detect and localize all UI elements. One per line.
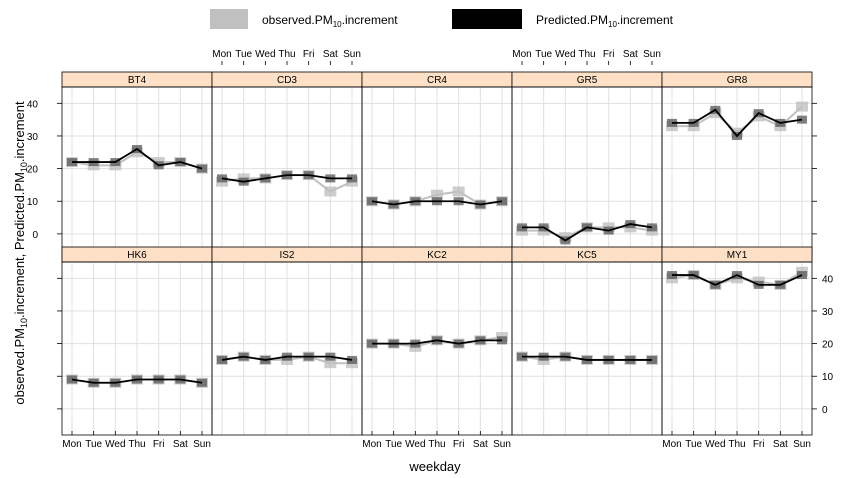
x-tick-label: Thu [278, 49, 295, 60]
y-tick-label-left: 20 [27, 165, 39, 176]
y-tick-label-right: 10 [822, 372, 834, 383]
x-tick-label: Sun [493, 439, 511, 450]
strip-label-IS2: IS2 [279, 250, 294, 261]
x-tick-label: Wed [555, 49, 575, 60]
x-tick-label: Thu [578, 49, 595, 60]
strip-label-KC5: KC5 [577, 250, 597, 261]
x-tick-label: Thu [128, 439, 145, 450]
legend-swatch-predicted [452, 9, 522, 29]
x-tick-label: Tue [85, 439, 102, 450]
x-tick-label: Mon [662, 439, 681, 450]
x-tick-label: Wed [105, 439, 125, 450]
predicted-line-GR8 [672, 108, 803, 138]
strip-label-GR8: GR8 [727, 75, 748, 86]
x-tick-label: Wed [405, 439, 425, 450]
x-tick-label: Fri [603, 49, 615, 60]
predicted-line-IS2 [221, 355, 353, 361]
x-tick-label: Fri [753, 439, 765, 450]
x-tick-label: Wed [705, 439, 725, 450]
predicted-line-KC5 [522, 355, 652, 361]
x-tick-label: Tue [535, 49, 552, 60]
y-tick-label-right: 20 [822, 340, 834, 351]
x-tick-label: Fri [153, 439, 165, 450]
legend-label-observed: observed.PM10.increment [262, 13, 398, 29]
x-tick-label: Wed [255, 49, 275, 60]
x-tick-label: Sat [623, 49, 638, 60]
x-tick-label: Sun [643, 49, 661, 60]
x-tick-label: Sun [343, 49, 361, 60]
x-tick-label: Fri [453, 439, 465, 450]
predicted-line-KC2 [372, 339, 502, 345]
strip-label-CD3: CD3 [277, 75, 297, 86]
y-tick-label-right: 0 [822, 405, 828, 416]
legend-label-predicted: Predicted.PM10.increment [536, 13, 674, 29]
x-tick-label: Fri [303, 49, 315, 60]
y-tick-label-left: 40 [27, 99, 39, 110]
x-tick-label: Sat [323, 49, 338, 60]
predicted-line-MY1 [672, 274, 803, 286]
x-tick-label: Mon [512, 49, 531, 60]
x-tick-label: Thu [428, 439, 445, 450]
y-tick-label-left: 0 [32, 230, 38, 241]
strip-label-CR4: CR4 [427, 75, 447, 86]
x-tick-label: Tue [235, 49, 252, 60]
y-tick-label-right: 30 [822, 307, 834, 318]
x-tick-label: Sat [773, 439, 788, 450]
x-tick-label: Sat [473, 439, 488, 450]
strip-label-HK6: HK6 [127, 250, 147, 261]
x-tick-label: Mon [362, 439, 381, 450]
strip-label-MY1: MY1 [727, 250, 748, 261]
x-tick-label: Sun [793, 439, 811, 450]
legend-swatch-observed [210, 9, 248, 29]
predicted-line-CR4 [371, 200, 503, 206]
x-tick-label: Sun [193, 439, 211, 450]
y-tick-label-left: 10 [27, 197, 39, 208]
y-tick-label-left: 30 [27, 132, 39, 143]
x-tick-label: Thu [728, 439, 745, 450]
x-axis-title: weekday [408, 459, 461, 474]
predicted-line-HK6 [71, 378, 203, 384]
predicted-line-GR5 [522, 223, 653, 242]
predicted-line-CD3 [221, 174, 352, 183]
y-axis-title: observed.PM10.increment, Predicted.PM10.… [12, 101, 29, 405]
strip-label-BT4: BT4 [128, 75, 147, 86]
strip-label-GR5: GR5 [577, 75, 598, 86]
x-tick-label: Tue [685, 439, 702, 450]
x-tick-label: Sat [173, 439, 188, 450]
legend: observed.PM10.increment Predicted.PM10.i… [210, 9, 674, 29]
strip-label-KC2: KC2 [427, 250, 447, 261]
x-tick-label: Mon [212, 49, 231, 60]
x-tick-label: Mon [62, 439, 81, 450]
y-tick-label-right: 40 [822, 274, 834, 285]
predicted-line-BT4 [72, 147, 203, 170]
x-tick-label: Tue [385, 439, 402, 450]
